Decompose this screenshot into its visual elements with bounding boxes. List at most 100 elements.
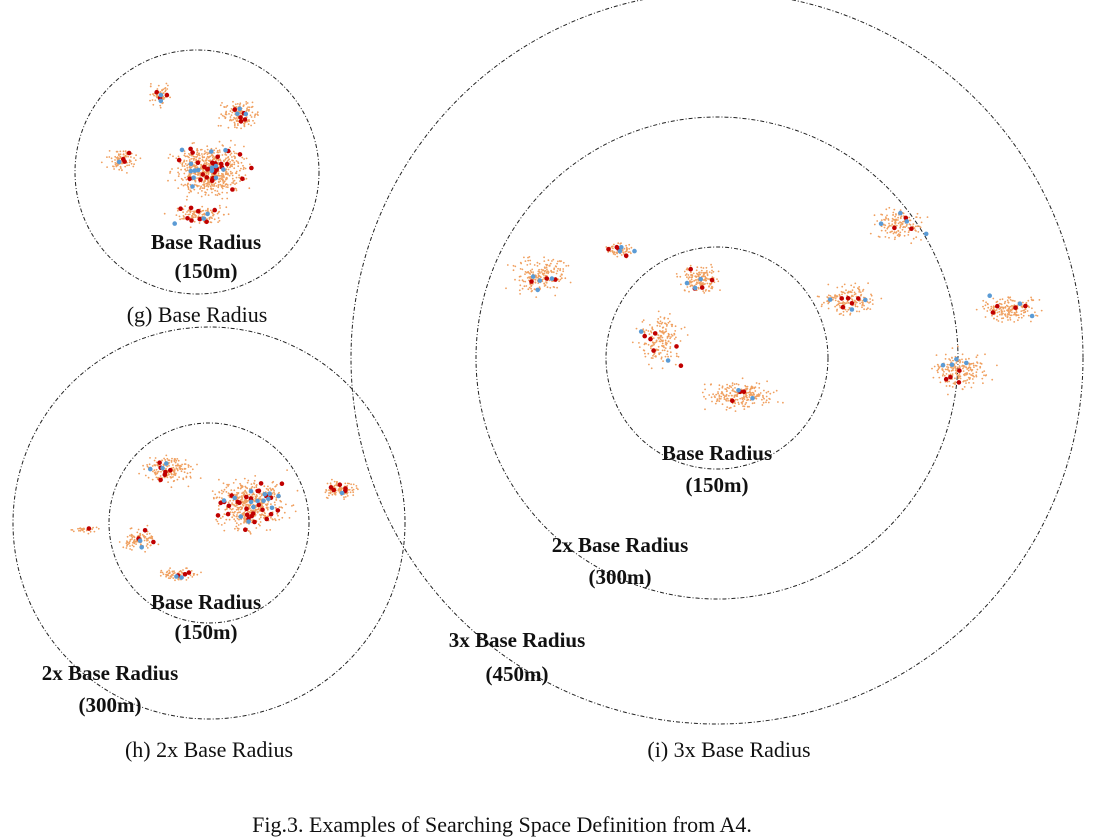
orange-point <box>612 247 614 250</box>
orange-point <box>199 188 201 190</box>
orange-point <box>687 274 690 276</box>
orange-point <box>201 156 204 159</box>
orange-point <box>702 290 705 292</box>
orange-point <box>851 289 854 291</box>
orange-point <box>221 102 223 104</box>
orange-point <box>232 182 235 184</box>
orange-point <box>186 169 189 172</box>
orange-point <box>201 153 203 155</box>
orange-point <box>133 163 136 166</box>
orange-point <box>166 570 169 573</box>
orange-point <box>177 459 180 462</box>
orange-point <box>286 469 288 471</box>
orange-point <box>237 511 240 514</box>
orange-point <box>745 401 748 404</box>
orange-point <box>348 482 350 485</box>
orange-point <box>227 168 230 171</box>
orange-point <box>666 353 669 356</box>
orange-point <box>217 172 220 175</box>
orange-point <box>552 258 555 261</box>
orange-point <box>227 213 230 216</box>
orange-point <box>264 512 266 515</box>
orange-point <box>162 463 165 466</box>
orange-point <box>250 116 253 118</box>
orange-point <box>1006 316 1009 319</box>
orange-point <box>869 232 872 235</box>
orange-point <box>118 541 121 543</box>
orange-point <box>558 280 560 283</box>
orange-point <box>120 167 122 170</box>
orange-point <box>664 322 667 325</box>
orange-point <box>909 219 912 222</box>
red-point <box>230 187 235 192</box>
orange-point <box>145 538 148 540</box>
orange-point <box>162 88 165 91</box>
red-point <box>189 218 194 223</box>
orange-point <box>936 369 939 372</box>
orange-point <box>742 405 744 408</box>
orange-point <box>699 271 701 274</box>
orange-point <box>718 394 721 397</box>
orange-point <box>926 216 929 219</box>
orange-point <box>239 102 242 105</box>
orange-point <box>234 520 237 522</box>
orange-point <box>951 373 954 375</box>
orange-point <box>542 274 545 276</box>
orange-point <box>240 167 242 170</box>
orange-point <box>973 375 975 378</box>
orange-point <box>1004 315 1007 317</box>
orange-point <box>690 271 692 274</box>
orange-point <box>899 226 901 229</box>
orange-point <box>638 346 641 348</box>
orange-point <box>917 231 920 233</box>
orange-point <box>1023 309 1026 311</box>
orange-point <box>288 517 291 519</box>
orange-point <box>527 256 529 259</box>
orange-point <box>528 286 531 289</box>
orange-point <box>272 488 274 491</box>
orange-point <box>964 380 967 382</box>
blue-point <box>267 491 273 497</box>
orange-point <box>530 287 532 290</box>
orange-point <box>225 176 228 179</box>
orange-point <box>556 286 558 289</box>
orange-point <box>777 401 779 403</box>
orange-point <box>983 374 985 377</box>
red-point <box>553 277 558 282</box>
orange-point <box>183 471 186 474</box>
orange-point <box>191 142 194 145</box>
orange-point <box>1022 314 1025 317</box>
red-point <box>264 516 270 522</box>
orange-point <box>131 538 133 540</box>
orange-point <box>170 476 173 479</box>
orange-point <box>661 340 664 343</box>
orange-point <box>274 485 277 488</box>
orange-point <box>751 394 753 397</box>
orange-point <box>623 247 626 250</box>
orange-point <box>236 493 238 496</box>
orange-point <box>1040 309 1043 312</box>
orange-point <box>229 118 232 121</box>
orange-point <box>238 174 241 177</box>
orange-point <box>969 368 972 371</box>
orange-point <box>952 367 955 370</box>
orange-point <box>648 363 650 366</box>
orange-point <box>151 465 154 467</box>
orange-point <box>337 489 340 492</box>
orange-point <box>231 182 234 184</box>
orange-point <box>982 299 985 302</box>
orange-point <box>711 269 713 272</box>
blue-point <box>213 163 219 169</box>
orange-point <box>695 283 698 286</box>
orange-point <box>209 221 212 224</box>
orange-point <box>206 148 209 151</box>
orange-point <box>713 281 716 284</box>
orange-point <box>235 170 238 173</box>
orange-point <box>1010 314 1013 317</box>
orange-point <box>984 374 987 377</box>
orange-point <box>184 155 187 158</box>
orange-point <box>152 470 154 473</box>
orange-point <box>951 357 953 359</box>
scatter-i <box>505 206 1043 412</box>
orange-point <box>100 161 103 164</box>
